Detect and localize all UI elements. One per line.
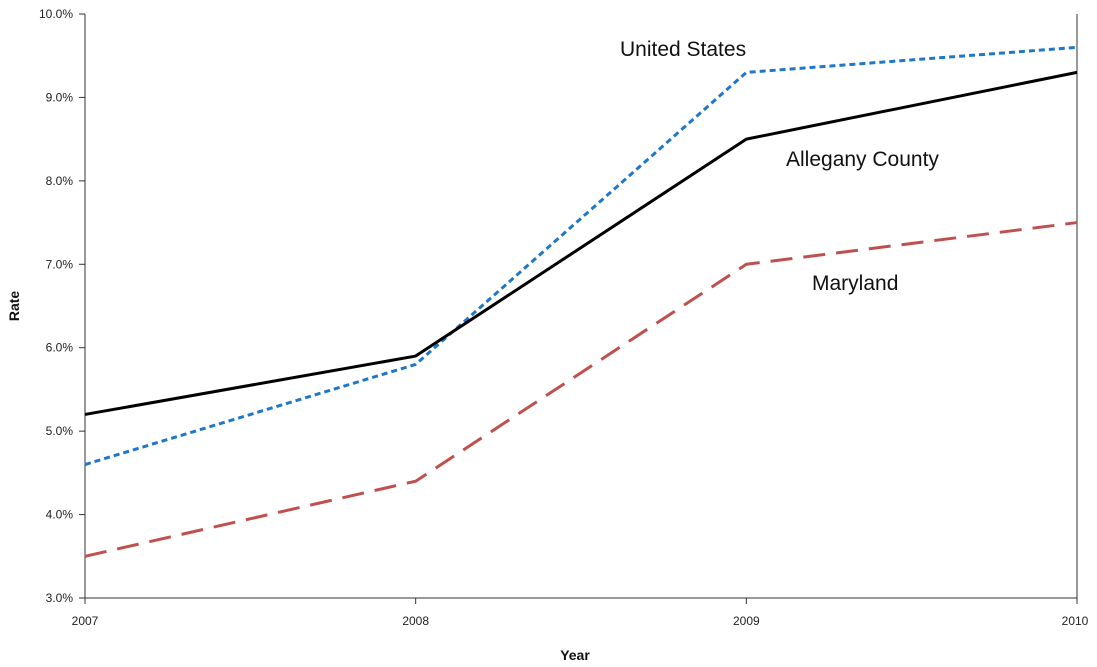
y-tick-label: 9.0% <box>46 90 74 104</box>
x-tick-label: 2008 <box>402 614 429 628</box>
series-label-united-states: United States <box>620 38 746 61</box>
x-ticks: 2007 2008 2009 2010 <box>72 598 1089 628</box>
series-lines <box>84 45 1078 558</box>
series-label-maryland: Maryland <box>812 272 898 295</box>
y-tick-label: 7.0% <box>46 257 74 271</box>
y-tick-label: 3.0% <box>46 591 74 605</box>
y-ticks: 3.0% 4.0% 5.0% 6.0% 7.0% 8.0% 9.0% 10.0% <box>39 7 85 605</box>
series-line-maryland <box>84 221 1078 558</box>
y-tick-label: 4.0% <box>46 508 74 522</box>
plot-frame <box>84 14 1078 599</box>
y-tick-label: 5.0% <box>46 424 74 438</box>
series-line-united-states <box>84 45 1078 466</box>
y-tick-label: 8.0% <box>46 174 74 188</box>
x-tick-label: 2010 <box>1062 614 1089 628</box>
x-tick-label: 2007 <box>72 614 99 628</box>
y-tick-label: 10.0% <box>39 7 73 21</box>
x-axis-title: Year <box>560 647 590 663</box>
y-axis-title: Rate <box>6 291 22 322</box>
series-labels: United States Allegany County Maryland <box>620 38 939 295</box>
series-line-allegany-county <box>84 70 1078 416</box>
x-tick-label: 2009 <box>733 614 760 628</box>
series-label-allegany-county: Allegany County <box>786 148 939 171</box>
y-tick-label: 6.0% <box>46 341 74 355</box>
